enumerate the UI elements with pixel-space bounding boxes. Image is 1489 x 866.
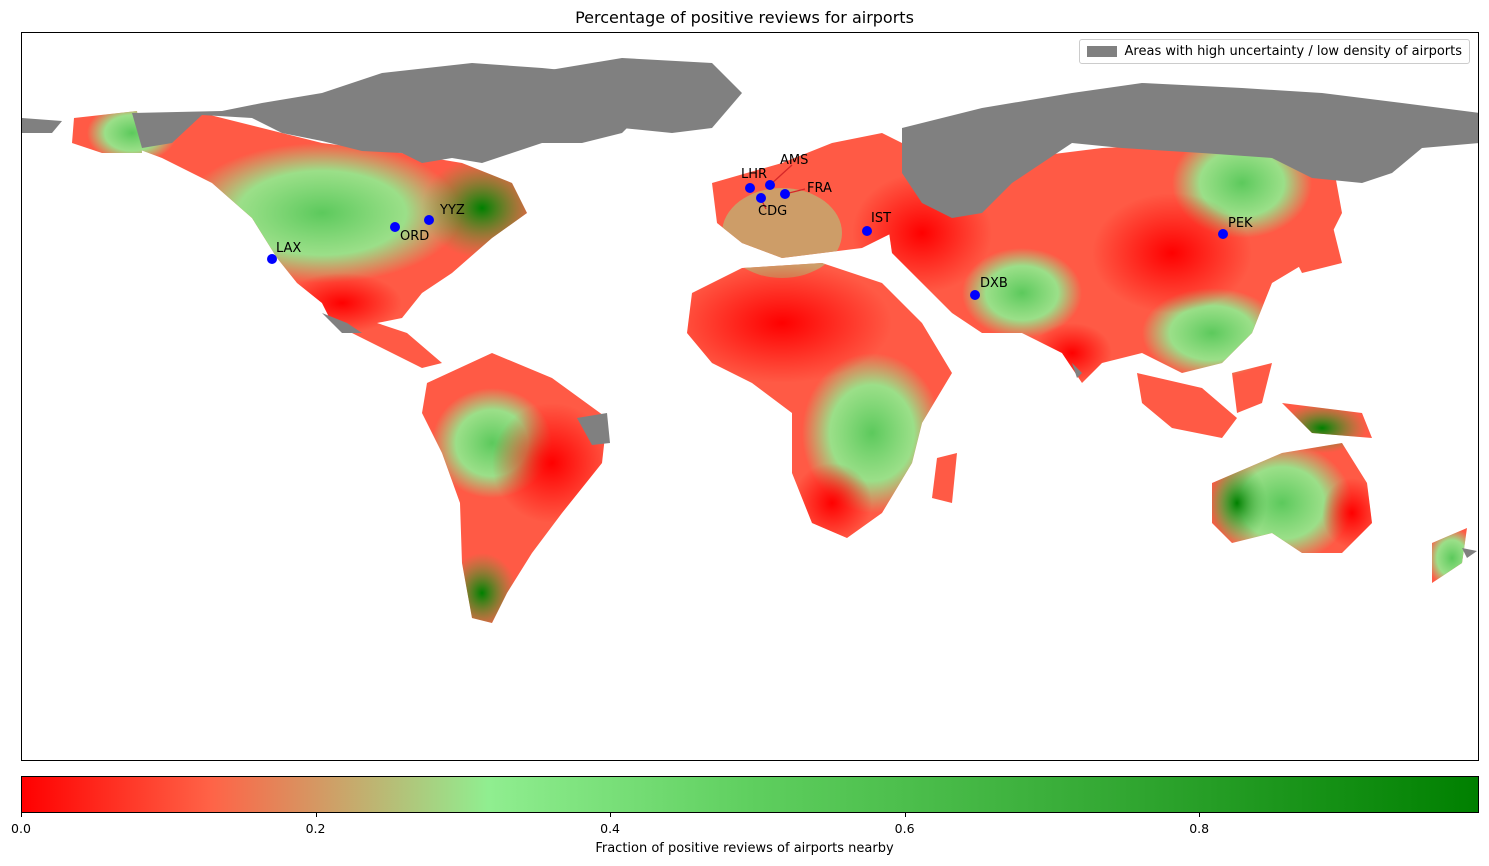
airport-label: IST [871, 211, 891, 226]
airport-pek[interactable]: PEK [1218, 216, 1253, 239]
airport-marker[interactable] [1218, 229, 1228, 239]
airport-marker[interactable] [756, 193, 766, 203]
airport-marker[interactable] [765, 180, 775, 190]
airport-cdg[interactable]: CDG [756, 193, 787, 219]
airport-dxb[interactable]: DXB [970, 276, 1008, 300]
airport-marker[interactable] [970, 290, 980, 300]
colorbar-tick [904, 812, 906, 817]
airport-fra[interactable]: FRA [780, 181, 832, 199]
world-map: LAX ORD YYZ LHR AMS CDG [22, 58, 1478, 623]
legend-label: Areas with high uncertainty / low densit… [1124, 44, 1462, 59]
airport-label: LHR [741, 167, 767, 182]
airport-label: YYZ [439, 203, 465, 218]
colorbar-tick [610, 812, 612, 817]
map-legend: Areas with high uncertainty / low densit… [1078, 39, 1470, 64]
airport-marker[interactable] [390, 222, 400, 232]
airport-marker[interactable] [267, 254, 277, 264]
colorbar-tick [315, 812, 317, 817]
colorbar-ticks: 0.0 0.2 0.4 0.6 0.8 [11, 812, 1479, 842]
colorbar-tick-label: 0.0 [11, 821, 31, 836]
airport-label: DXB [980, 276, 1008, 291]
airport-markers: LAX ORD YYZ LHR AMS CDG [267, 153, 1253, 300]
airport-lax[interactable]: LAX [267, 241, 301, 264]
colorbar-tick-label: 0.4 [600, 821, 621, 836]
colorbar-tick [21, 812, 22, 817]
airport-marker[interactable] [862, 226, 872, 236]
map-title: Percentage of positive reviews for airpo… [575, 8, 914, 27]
colorbar-tick [1199, 812, 1201, 817]
airport-marker[interactable] [424, 215, 434, 225]
airport-label: CDG [758, 204, 787, 219]
airport-label: AMS [780, 153, 808, 168]
airport-marker[interactable] [745, 183, 755, 193]
airport-lhr[interactable]: LHR [741, 167, 767, 193]
legend-swatch [1086, 46, 1117, 57]
colorbar [21, 776, 1479, 813]
colorbar-tick-label: 0.2 [305, 821, 326, 836]
airport-label: ORD [400, 229, 429, 244]
airport-label: LAX [276, 241, 301, 256]
airport-label: PEK [1228, 216, 1253, 231]
airport-ams[interactable]: AMS [765, 153, 808, 190]
airport-ist[interactable]: IST [862, 211, 891, 236]
map-area[interactable]: LAX ORD YYZ LHR AMS CDG [21, 32, 1479, 761]
airport-marker[interactable] [780, 189, 790, 199]
colorbar-tick-label: 0.6 [894, 821, 915, 836]
colorbar-label: Fraction of positive reviews of airports… [595, 841, 894, 856]
colorbar-tick-label: 0.8 [1189, 821, 1210, 836]
uncertainty-areas [22, 58, 1478, 558]
airport-yyz[interactable]: YYZ [424, 203, 465, 225]
airport-label: FRA [807, 181, 832, 196]
airport-ord[interactable]: ORD [390, 222, 429, 244]
